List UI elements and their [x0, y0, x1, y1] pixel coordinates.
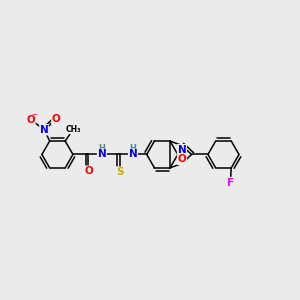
Text: N: N	[178, 145, 186, 155]
Text: O: O	[52, 114, 61, 124]
Text: H: H	[98, 144, 105, 153]
Text: N: N	[40, 125, 49, 135]
Text: CH₃: CH₃	[65, 124, 81, 134]
Text: +: +	[46, 123, 52, 128]
Text: O: O	[178, 154, 186, 164]
Text: F: F	[227, 178, 234, 188]
Text: S: S	[116, 167, 123, 177]
Text: O: O	[84, 166, 93, 176]
Text: −: −	[31, 112, 37, 118]
Text: N: N	[98, 149, 106, 160]
Text: H: H	[130, 144, 136, 153]
Text: N: N	[129, 149, 137, 160]
Text: O: O	[26, 115, 35, 124]
